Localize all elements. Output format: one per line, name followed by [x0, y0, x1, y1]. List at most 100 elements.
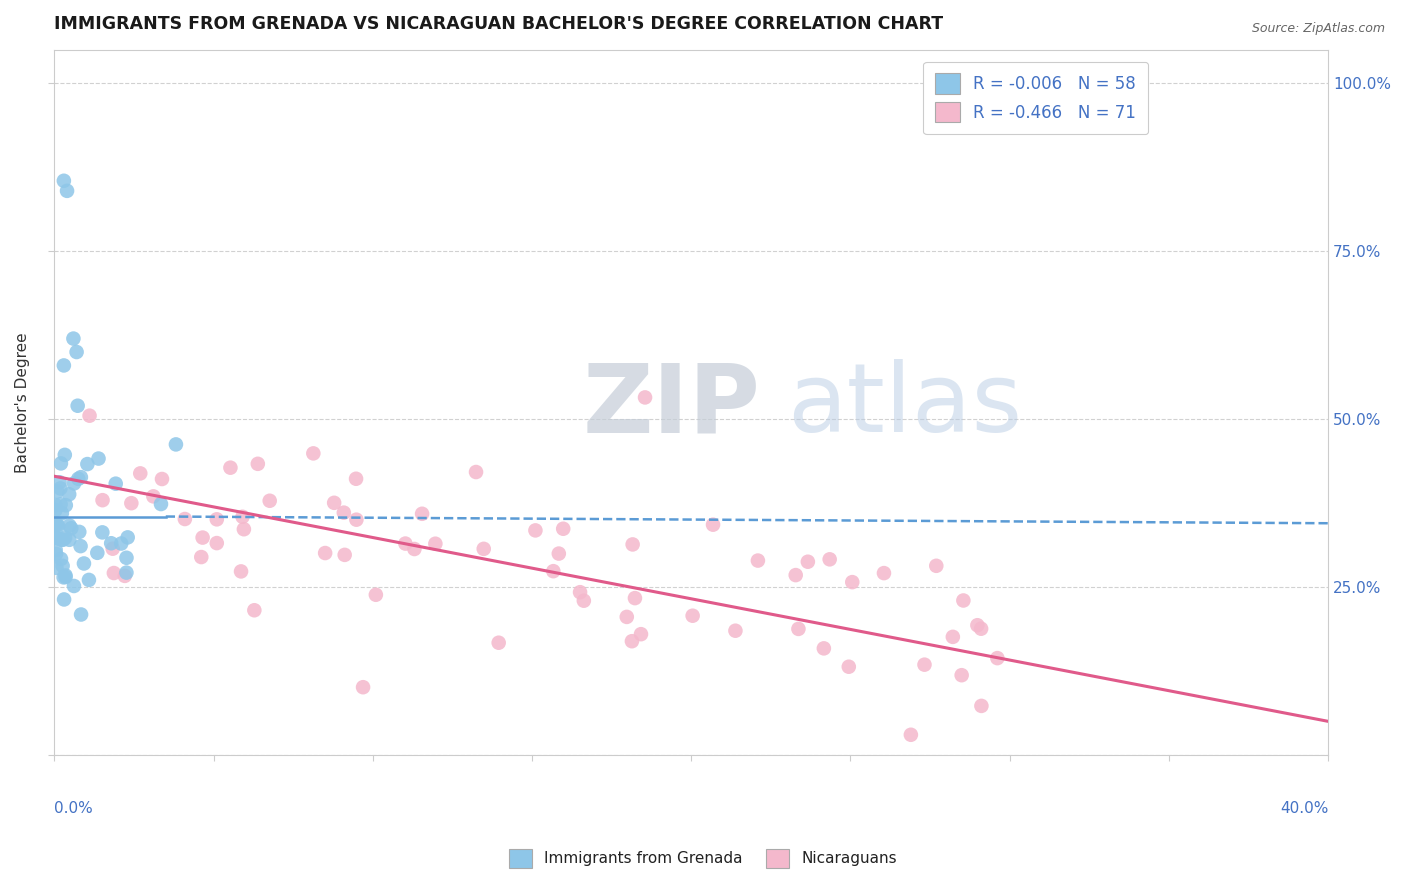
Point	[149, 497, 172, 511]
Point	[45, 517, 67, 532]
Point	[364, 588, 387, 602]
Point	[150, 472, 173, 486]
Point	[229, 565, 252, 579]
Point	[813, 641, 835, 656]
Text: Source: ZipAtlas.com: Source: ZipAtlas.com	[1251, 22, 1385, 36]
Point	[205, 512, 228, 526]
Point	[67, 472, 90, 486]
Point	[344, 513, 367, 527]
Point	[165, 437, 187, 451]
Point	[66, 399, 89, 413]
Text: atlas: atlas	[787, 359, 1022, 452]
Point	[797, 555, 820, 569]
Point	[682, 608, 704, 623]
Point	[86, 546, 108, 560]
Point	[100, 536, 122, 550]
Point	[62, 332, 84, 346]
Point	[53, 448, 76, 462]
Point	[51, 533, 73, 547]
Text: IMMIGRANTS FROM GRENADA VS NICARAGUAN BACHELOR'S DEGREE CORRELATION CHART: IMMIGRANTS FROM GRENADA VS NICARAGUAN BA…	[55, 15, 943, 33]
Point	[91, 525, 114, 540]
Point	[569, 585, 592, 599]
Point	[621, 537, 644, 551]
Point	[114, 569, 136, 583]
Point	[73, 557, 96, 571]
Point	[115, 566, 138, 580]
Point	[818, 552, 841, 566]
Point	[46, 519, 69, 533]
Point	[58, 487, 80, 501]
Point	[246, 457, 269, 471]
Point	[787, 622, 810, 636]
Point	[488, 636, 510, 650]
Point	[219, 460, 242, 475]
Point	[69, 539, 91, 553]
Point	[63, 579, 86, 593]
Legend: R = -0.006   N = 58, R = -0.466   N = 71: R = -0.006 N = 58, R = -0.466 N = 71	[924, 62, 1147, 134]
Point	[110, 536, 132, 550]
Point	[952, 593, 974, 607]
Legend: Immigrants from Grenada, Nicaraguans: Immigrants from Grenada, Nicaraguans	[503, 843, 903, 873]
Point	[77, 573, 100, 587]
Point	[46, 517, 69, 532]
Point	[70, 607, 93, 622]
Point	[53, 531, 76, 545]
Point	[524, 524, 547, 538]
Point	[232, 522, 254, 536]
Point	[190, 549, 212, 564]
Point	[60, 521, 83, 535]
Point	[344, 472, 367, 486]
Point	[543, 564, 565, 578]
Point	[925, 558, 948, 573]
Point	[58, 533, 80, 547]
Point	[724, 624, 747, 638]
Point	[53, 592, 76, 607]
Point	[101, 541, 124, 556]
Point	[46, 531, 69, 545]
Point	[243, 603, 266, 617]
Point	[472, 541, 495, 556]
Point	[873, 566, 896, 580]
Point	[52, 558, 75, 573]
Point	[45, 547, 67, 561]
Point	[103, 566, 125, 580]
Point	[52, 570, 75, 584]
Point	[942, 630, 965, 644]
Point	[205, 536, 228, 550]
Point	[65, 345, 87, 359]
Point	[56, 184, 79, 198]
Point	[49, 457, 72, 471]
Point	[44, 531, 66, 545]
Point	[58, 518, 80, 533]
Point	[547, 547, 569, 561]
Point	[572, 593, 595, 607]
Point	[620, 634, 643, 648]
Point	[702, 517, 724, 532]
Point	[76, 457, 98, 471]
Point	[425, 537, 447, 551]
Point	[259, 493, 281, 508]
Point	[966, 618, 988, 632]
Point	[117, 530, 139, 544]
Point	[900, 728, 922, 742]
Point	[52, 174, 75, 188]
Text: 40.0%: 40.0%	[1279, 801, 1329, 816]
Point	[838, 659, 860, 673]
Point	[44, 503, 66, 517]
Point	[630, 627, 652, 641]
Point	[55, 498, 77, 512]
Point	[747, 553, 769, 567]
Text: ZIP: ZIP	[583, 359, 761, 452]
Point	[616, 610, 638, 624]
Y-axis label: Bachelor's Degree: Bachelor's Degree	[15, 332, 30, 473]
Point	[302, 446, 325, 460]
Point	[411, 507, 433, 521]
Point	[191, 531, 214, 545]
Point	[333, 506, 356, 520]
Point	[52, 533, 75, 547]
Point	[914, 657, 936, 672]
Point	[46, 484, 69, 499]
Point	[45, 542, 67, 557]
Point	[634, 391, 657, 405]
Point	[49, 552, 72, 566]
